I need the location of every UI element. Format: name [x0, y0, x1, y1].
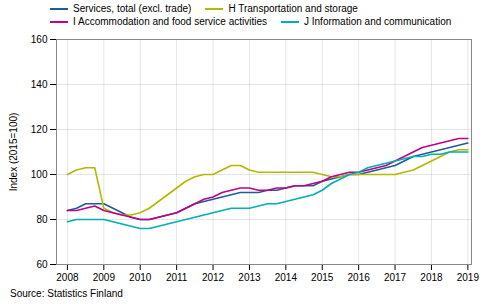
html-text:H Transportation and storage: H Transportation and storage [228, 3, 358, 14]
svg-text:2009: 2009 [93, 272, 116, 283]
svg-text:2015: 2015 [311, 272, 334, 283]
svg-text:2018: 2018 [420, 272, 443, 283]
html-text:J Information and communicatio: J Information and communication [304, 16, 452, 27]
svg-text:60: 60 [36, 259, 48, 270]
svg-text:100: 100 [31, 169, 48, 180]
svg-text:80: 80 [36, 214, 48, 225]
svg-text:2012: 2012 [202, 272, 225, 283]
html-text:I Accommodation and food servi: I Accommodation and food service activit… [73, 16, 267, 27]
html-text:Services, total (excl. trade): Services, total (excl. trade) [73, 3, 192, 14]
svg-text:2013: 2013 [238, 272, 261, 283]
svg-text:160: 160 [31, 34, 48, 45]
svg-text:140: 140 [31, 79, 48, 90]
svg-text:2008: 2008 [56, 272, 79, 283]
svg-text:2019: 2019 [457, 272, 480, 283]
html-text:Source: Statistics Finland: Source: Statistics Finland [10, 288, 123, 299]
svg-text:2010: 2010 [129, 272, 152, 283]
svg-text:2014: 2014 [275, 272, 298, 283]
svg-text:2011: 2011 [166, 272, 188, 283]
svg-text:Index (2015=100): Index (2015=100) [8, 113, 19, 192]
svg-text:2016: 2016 [348, 272, 371, 283]
svg-text:2017: 2017 [384, 272, 407, 283]
svg-text:120: 120 [31, 124, 48, 135]
